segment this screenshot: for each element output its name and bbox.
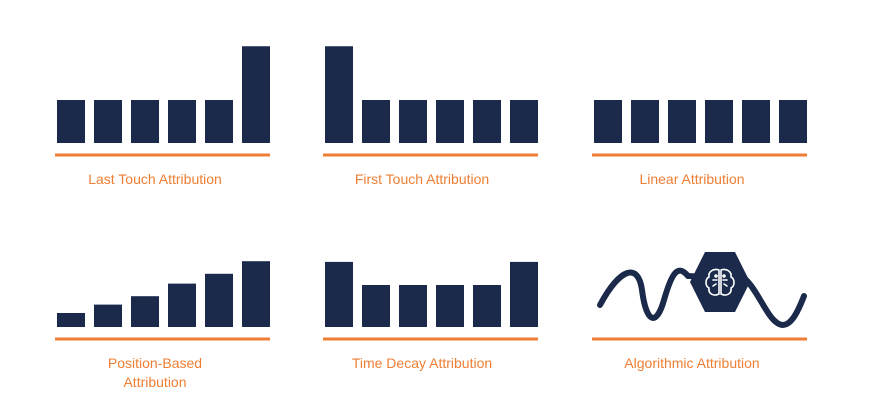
algorithmic-baseline [592,337,807,341]
last-touch-baseline [55,153,270,157]
label-position-based-line2: Attribution [123,374,187,390]
brain-icon [705,268,735,296]
linear-bar-1 [594,100,622,143]
time-decay-bar-1 [325,261,353,327]
first-touch-bar-5 [473,100,501,143]
first-touch-bar-1 [325,46,353,143]
algorithmic-wave-curve [597,267,807,328]
time-decay-bar-3 [399,285,427,327]
time-decay-bar-4 [436,285,464,327]
first-touch-bar-2 [362,100,390,143]
position-based-bar-6 [242,261,270,327]
last-touch-bar-5 [205,100,233,143]
position-based-bar-3 [131,296,159,327]
first-touch-baseline [323,153,538,157]
label-algorithmic: Algorithmic Attribution [624,355,760,371]
label-position-based-line1: Position-Based [107,355,203,371]
first-touch-bar-6 [510,100,538,143]
time-decay-baseline [323,337,538,341]
time-decay-bar-2 [362,285,390,327]
first-touch-bar-4 [436,100,464,143]
position-based-bar-5 [205,273,233,327]
last-touch-bar-2 [94,100,122,143]
last-touch-bar-1 [57,100,85,143]
label-first-touch: First Touch Attribution [354,171,490,187]
last-touch-bar-3 [131,100,159,143]
position-based-baseline [55,337,270,341]
hexagon-badge [690,252,750,312]
label-linear: Linear Attribution [639,171,745,187]
last-touch-bar-4 [168,100,196,143]
algorithmic-attribution-graphic [597,252,807,328]
label-last-touch: Last Touch Attribution [88,171,222,187]
position-based-bar-1 [57,313,85,327]
position-based-bar-4 [168,283,196,327]
label-position-based: Position-Based Attribution [38,354,272,392]
label-time-decay: Time Decay Attribution [351,355,493,371]
linear-bar-4 [705,100,733,143]
linear-bar-2 [631,100,659,143]
linear-baseline [592,153,807,157]
first-touch-bar-3 [399,100,427,143]
linear-bar-6 [779,100,807,143]
linear-bar-5 [742,100,770,143]
last-touch-bar-6 [242,46,270,143]
time-decay-bar-6 [510,261,538,327]
linear-bar-3 [668,100,696,143]
position-based-bar-2 [94,304,122,327]
time-decay-bar-5 [473,285,501,327]
